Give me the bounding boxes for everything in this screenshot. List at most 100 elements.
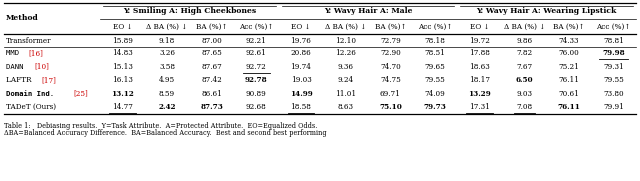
Text: BA (%)↑: BA (%)↑	[553, 22, 585, 31]
Text: 73.80: 73.80	[604, 90, 624, 98]
Text: EO ↓: EO ↓	[291, 22, 311, 31]
Text: Acc (%)↑: Acc (%)↑	[596, 22, 631, 31]
Text: 87.00: 87.00	[202, 37, 222, 45]
Text: 14.99: 14.99	[290, 90, 312, 98]
Text: [16]: [16]	[29, 49, 44, 57]
Text: EO ↓: EO ↓	[470, 22, 490, 31]
Text: ΔBA=Balanced Accuracy Difference.  BA=Balanced Accuracy.  Best and second best p: ΔBA=Balanced Accuracy Difference. BA=Bal…	[4, 129, 326, 137]
Text: Δ BA (%) ↓: Δ BA (%) ↓	[147, 22, 188, 31]
Text: 92.21: 92.21	[246, 37, 267, 45]
Text: 19.03: 19.03	[291, 76, 312, 84]
Text: BA (%)↑: BA (%)↑	[196, 22, 227, 31]
Text: 87.65: 87.65	[202, 49, 222, 57]
Text: TADeT (Ours): TADeT (Ours)	[6, 103, 56, 111]
Text: 92.61: 92.61	[246, 49, 267, 57]
Text: 13.29: 13.29	[468, 90, 491, 98]
Text: 79.73: 79.73	[424, 103, 447, 111]
Text: Domain Ind.: Domain Ind.	[6, 91, 58, 97]
Text: LAFTR: LAFTR	[6, 76, 34, 84]
Text: Δ BA (%) ↓: Δ BA (%) ↓	[325, 22, 366, 31]
Text: 19.74: 19.74	[291, 63, 312, 71]
Text: 11.01: 11.01	[335, 90, 356, 98]
Text: 75.21: 75.21	[559, 63, 579, 71]
Text: 12.26: 12.26	[335, 49, 356, 57]
Text: 92.68: 92.68	[246, 103, 267, 111]
Text: 70.61: 70.61	[559, 90, 579, 98]
Text: 72.79: 72.79	[380, 37, 401, 45]
Text: 87.67: 87.67	[202, 63, 222, 71]
Text: 9.24: 9.24	[338, 76, 354, 84]
Text: Acc (%)↑: Acc (%)↑	[418, 22, 452, 31]
Text: [25]: [25]	[74, 90, 88, 98]
Text: 74.70: 74.70	[380, 63, 401, 71]
Text: Y: Smiling A: High Cheekbones: Y: Smiling A: High Cheekbones	[123, 7, 256, 15]
Text: [17]: [17]	[42, 76, 57, 84]
Text: 6.50: 6.50	[516, 76, 533, 84]
Text: 7.08: 7.08	[516, 103, 532, 111]
Text: 8.59: 8.59	[159, 90, 175, 98]
Text: 13.12: 13.12	[111, 90, 134, 98]
Text: Δ BA (%) ↓: Δ BA (%) ↓	[504, 22, 545, 31]
Text: 90.89: 90.89	[246, 90, 267, 98]
Text: 7.67: 7.67	[516, 63, 532, 71]
Text: 3.26: 3.26	[159, 49, 175, 57]
Text: 78.81: 78.81	[604, 37, 624, 45]
Text: 18.17: 18.17	[469, 76, 490, 84]
Text: 17.88: 17.88	[469, 49, 490, 57]
Text: 12.10: 12.10	[335, 37, 356, 45]
Text: BA (%)↑: BA (%)↑	[374, 22, 406, 31]
Text: 4.95: 4.95	[159, 76, 175, 84]
Text: Y: Wavy Hair A: Wearing Lipstick: Y: Wavy Hair A: Wearing Lipstick	[476, 7, 617, 15]
Text: 14.77: 14.77	[112, 103, 132, 111]
Text: 14.83: 14.83	[112, 49, 132, 57]
Text: 72.90: 72.90	[380, 49, 401, 57]
Text: 19.76: 19.76	[291, 37, 312, 45]
Text: 18.58: 18.58	[291, 103, 312, 111]
Text: Acc (%)↑: Acc (%)↑	[239, 22, 273, 31]
Text: Transformer: Transformer	[6, 37, 51, 45]
Text: 86.61: 86.61	[201, 90, 222, 98]
Text: MMD: MMD	[6, 50, 24, 56]
Text: 92.78: 92.78	[245, 76, 268, 84]
Text: 87.73: 87.73	[200, 103, 223, 111]
Text: 79.98: 79.98	[602, 49, 625, 57]
Text: 76.11: 76.11	[557, 103, 580, 111]
Text: 69.71: 69.71	[380, 90, 401, 98]
Text: 79.65: 79.65	[424, 63, 445, 71]
Text: Table 1:   Debiasing results.  Y=Task Attribute.  A=Protected Attribute.  EO=Equ: Table 1: Debiasing results. Y=Task Attri…	[4, 122, 317, 130]
Text: 16.13: 16.13	[112, 76, 132, 84]
Text: 7.82: 7.82	[516, 49, 532, 57]
Text: 79.55: 79.55	[604, 76, 624, 84]
Text: 19.72: 19.72	[469, 37, 490, 45]
Text: 9.18: 9.18	[159, 37, 175, 45]
Text: DANN: DANN	[6, 64, 28, 70]
Text: 3.58: 3.58	[159, 63, 175, 71]
Text: 78.51: 78.51	[424, 49, 445, 57]
Text: [10]: [10]	[34, 63, 49, 71]
Text: 8.63: 8.63	[338, 103, 354, 111]
Text: 75.10: 75.10	[379, 103, 402, 111]
Text: 74.75: 74.75	[380, 76, 401, 84]
Text: 74.09: 74.09	[424, 90, 445, 98]
Text: 76.11: 76.11	[559, 76, 579, 84]
Text: 79.91: 79.91	[604, 103, 624, 111]
Text: 79.31: 79.31	[604, 63, 624, 71]
Text: 92.72: 92.72	[246, 63, 267, 71]
Text: Method: Method	[6, 14, 39, 22]
Text: EO ↓: EO ↓	[113, 22, 132, 31]
Text: 87.42: 87.42	[202, 76, 222, 84]
Text: 18.63: 18.63	[469, 63, 490, 71]
Text: 9.03: 9.03	[516, 90, 532, 98]
Text: 17.31: 17.31	[469, 103, 490, 111]
Text: 9.86: 9.86	[516, 37, 532, 45]
Text: 2.42: 2.42	[158, 103, 176, 111]
Text: Y: Wavy Hair A: Male: Y: Wavy Hair A: Male	[324, 7, 412, 15]
Text: 78.18: 78.18	[424, 37, 445, 45]
Text: 74.33: 74.33	[559, 37, 579, 45]
Text: 15.13: 15.13	[112, 63, 132, 71]
Text: 9.36: 9.36	[338, 63, 354, 71]
Text: 20.86: 20.86	[291, 49, 312, 57]
Text: 15.89: 15.89	[112, 37, 132, 45]
Text: 76.00: 76.00	[559, 49, 579, 57]
Text: 79.55: 79.55	[424, 76, 445, 84]
